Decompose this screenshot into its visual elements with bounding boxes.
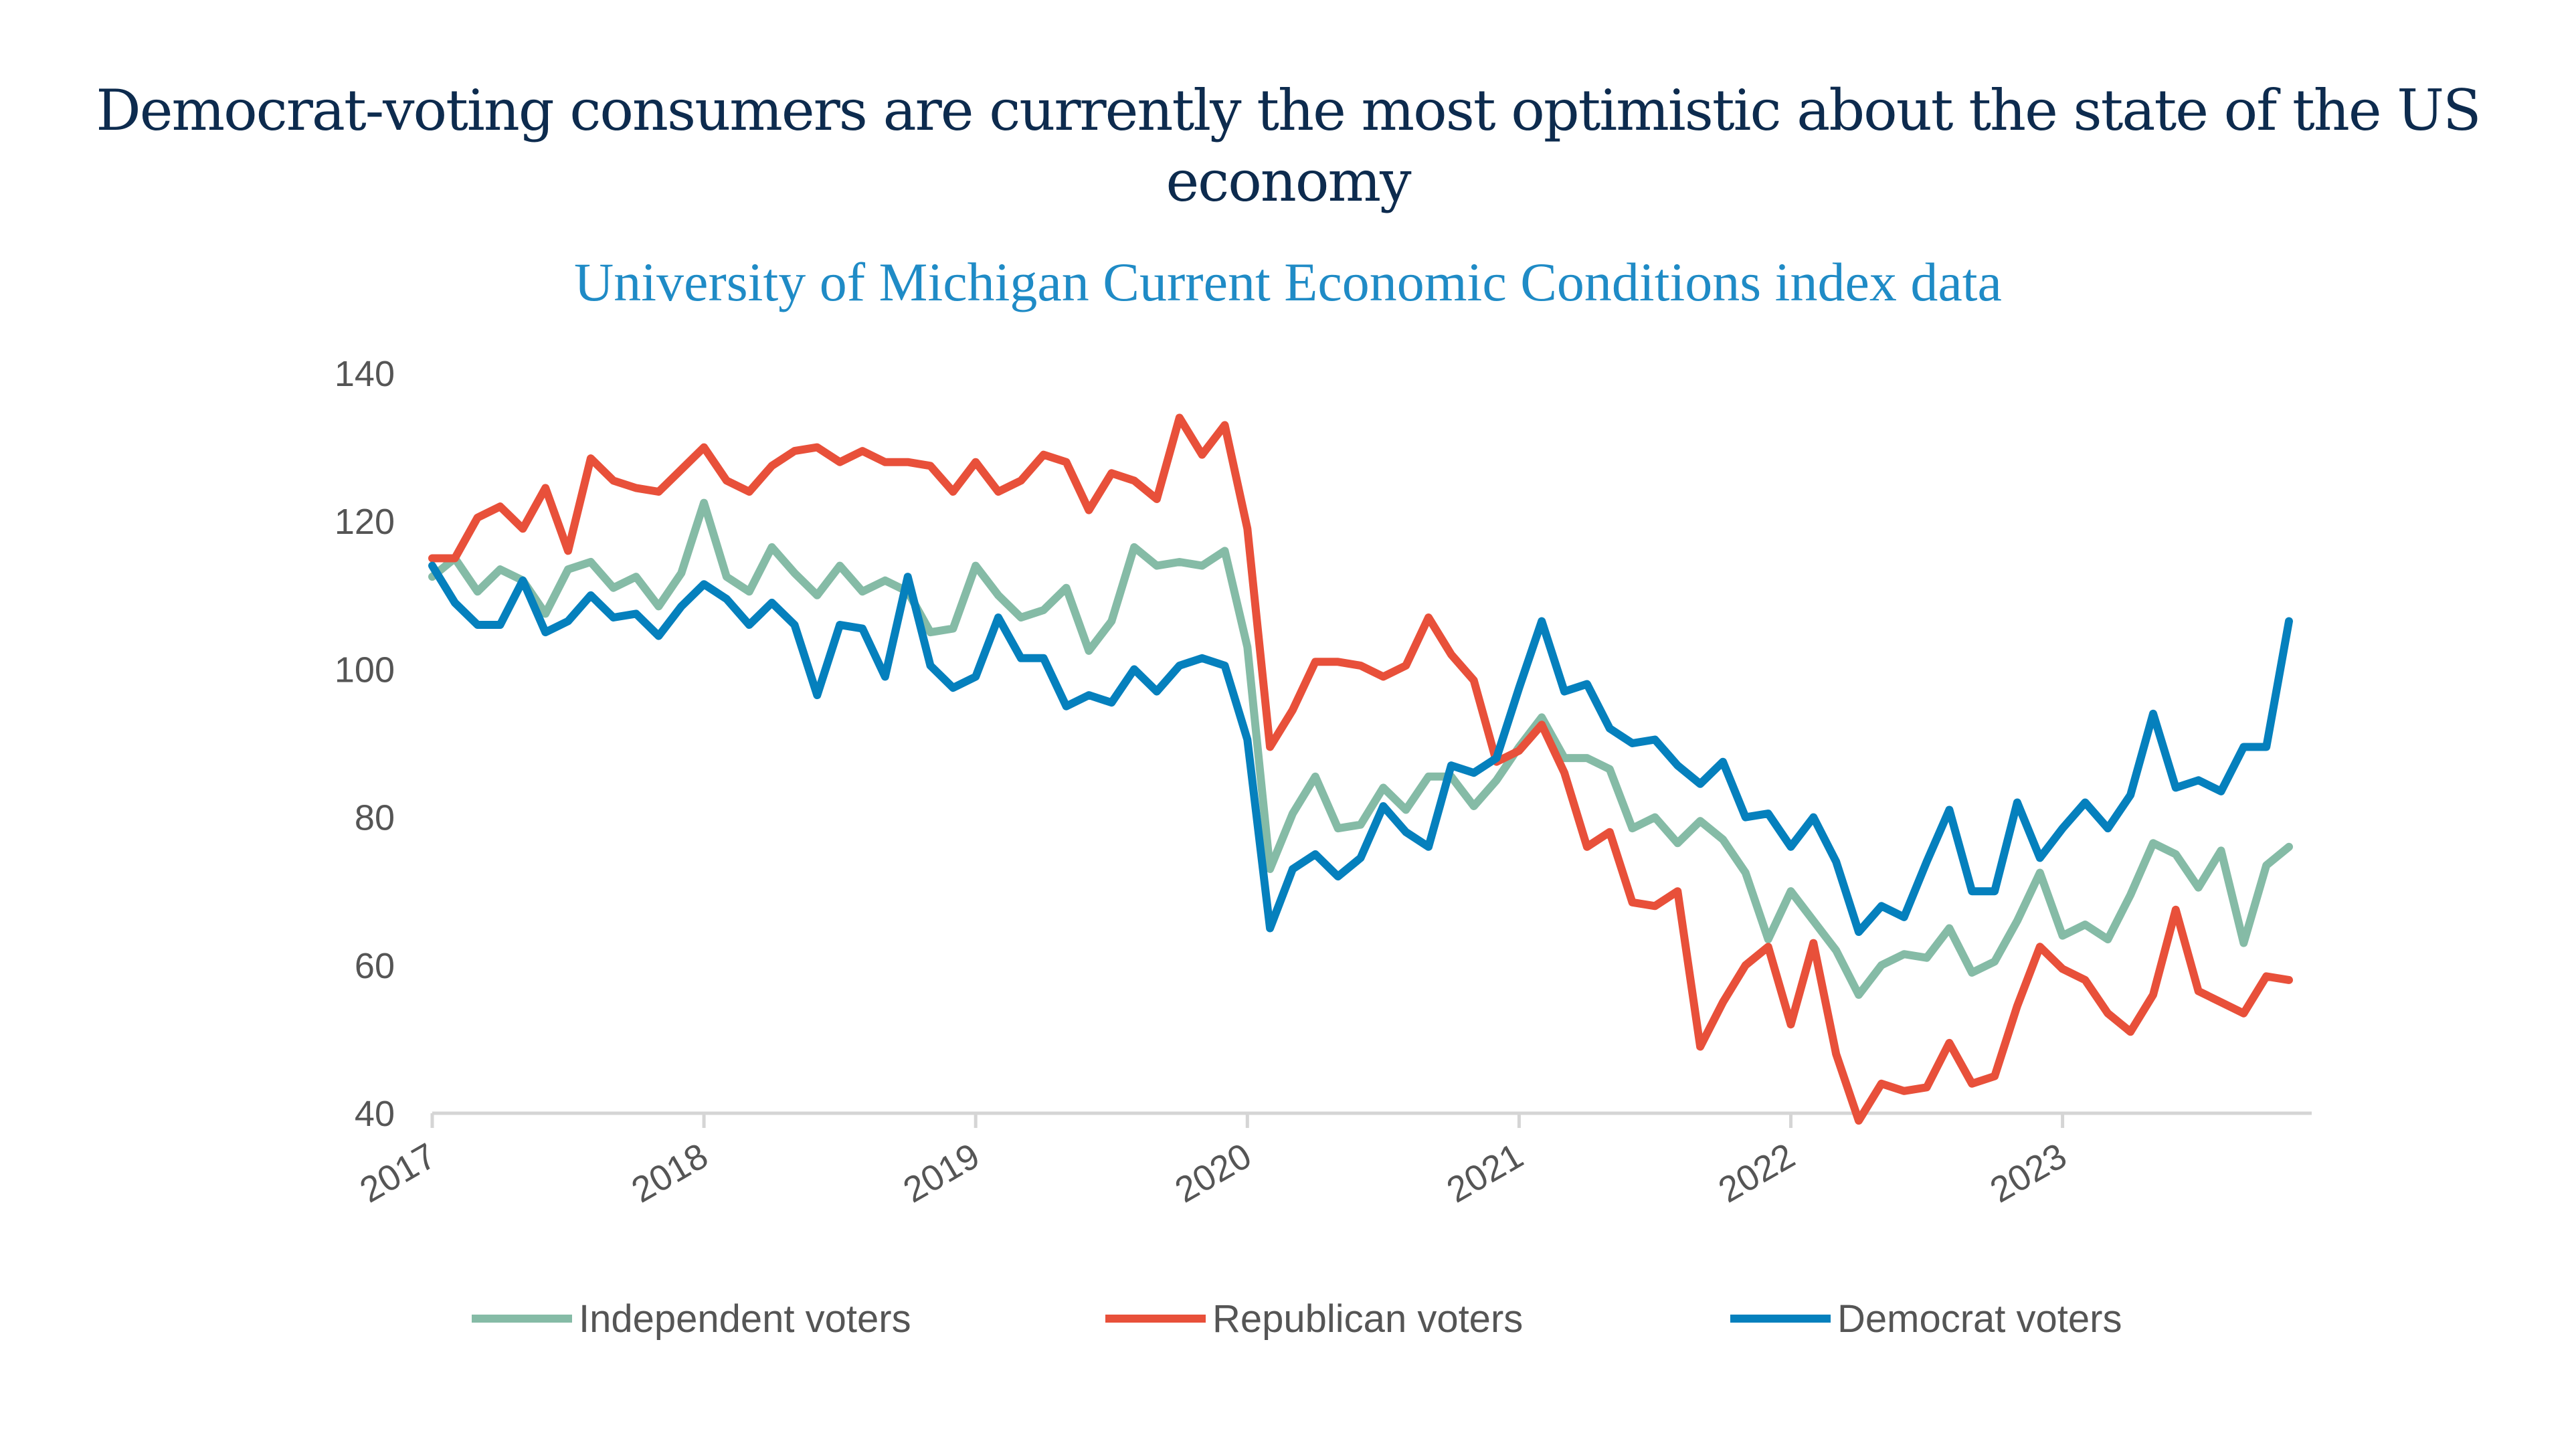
x-tick-label: 2021 xyxy=(1440,1135,1530,1210)
series-line-republican-voters xyxy=(428,413,2293,1125)
y-tick-label: 40 xyxy=(355,1094,395,1134)
legend-label: Republican voters xyxy=(1212,1297,1523,1341)
legend-item: Democrat voters xyxy=(1730,1297,2122,1341)
x-tick-label: 2017 xyxy=(353,1135,443,1210)
legend: Independent voters Republican voters Democ… xyxy=(472,1297,2122,1341)
x-tick-label: 2020 xyxy=(1168,1135,1258,1210)
x-tick-label: 2022 xyxy=(1712,1135,1801,1210)
y-tick-label: 140 xyxy=(335,354,395,394)
legend-item: Republican voters xyxy=(1105,1297,1523,1341)
x-tick-label: 2023 xyxy=(1984,1135,2074,1210)
chart-title: Democrat-voting consumers are currently … xyxy=(96,78,2481,214)
legend-item: Independent voters xyxy=(472,1297,911,1341)
y-tick-label: 100 xyxy=(335,650,395,690)
legend-label: Democrat voters xyxy=(1837,1297,2122,1341)
series-line-democrat-voters xyxy=(428,561,2293,936)
x-tick-label: 2018 xyxy=(625,1135,715,1210)
series-line-independent-voters xyxy=(428,498,2293,999)
series-lines xyxy=(428,413,2293,1125)
y-tick-label: 80 xyxy=(355,798,395,838)
x-tick-label: 2019 xyxy=(897,1135,986,1210)
legend-label: Independent voters xyxy=(579,1297,911,1341)
y-tick-label: 60 xyxy=(355,946,395,986)
chart-subtitle: University of Michigan Current Economic … xyxy=(574,252,2002,312)
y-tick-label: 120 xyxy=(335,502,395,542)
